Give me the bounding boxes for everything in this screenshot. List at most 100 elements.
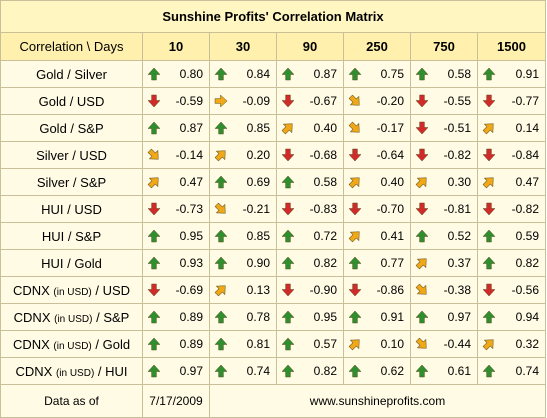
row-label-note: (in USD) xyxy=(55,367,95,379)
arrow-up-right-icon xyxy=(214,150,226,162)
correlation-value: 0.87 xyxy=(313,67,337,81)
arrow-down-icon xyxy=(348,148,362,162)
correlation-cell: 0.30 xyxy=(410,168,478,196)
header-row: Correlation \ Days 10 30 90 250 750 1500 xyxy=(0,32,546,61)
correlation-value: -0.86 xyxy=(376,283,404,297)
arrow-up-icon xyxy=(482,364,496,378)
correlation-cell: 0.93 xyxy=(142,249,210,277)
correlation-cell: 0.74 xyxy=(209,357,277,385)
arrow-up-icon xyxy=(415,310,429,324)
arrow-down-icon xyxy=(147,94,161,108)
correlation-value: -0.82 xyxy=(443,148,471,162)
table-row: HUI / USD -0.73 -0.21 -0.83 -0.70 -0.81 -0.82 xyxy=(0,195,546,223)
row-label: CDNX (in USD) / S&P xyxy=(0,303,143,331)
correlation-cell: 0.91 xyxy=(477,60,546,88)
arrow-down-icon xyxy=(281,94,295,108)
correlation-value: 0.97 xyxy=(447,310,471,324)
correlation-cell: 0.13 xyxy=(209,276,277,304)
arrow-up-right-icon xyxy=(348,177,360,189)
arrow-down-icon xyxy=(482,202,496,216)
correlation-value: 0.90 xyxy=(246,256,270,270)
correlation-value: -0.70 xyxy=(376,202,404,216)
row-label-note: (in USD) xyxy=(54,313,93,325)
correlation-cell: -0.83 xyxy=(276,195,344,223)
correlation-cell: 0.59 xyxy=(477,222,546,250)
arrow-up-right-icon xyxy=(348,339,360,351)
data-date: 7/17/2009 xyxy=(142,384,210,418)
correlation-cell: -0.86 xyxy=(343,276,411,304)
row-label-text: HUI / S&P xyxy=(41,228,102,244)
correlation-value: -0.21 xyxy=(242,202,270,216)
correlation-value: 0.80 xyxy=(179,67,203,81)
arrow-up-icon xyxy=(482,310,496,324)
arrow-up-icon xyxy=(214,175,228,189)
correlation-value: -0.68 xyxy=(309,148,337,162)
correlation-value: 0.10 xyxy=(380,337,404,351)
correlation-value: 0.89 xyxy=(179,310,203,324)
arrow-up-right-icon xyxy=(147,177,159,189)
correlation-cell: 0.82 xyxy=(276,357,344,385)
table-row: Gold / USD -0.59 -0.09 -0.67 -0.20 -0.55 -0.77 xyxy=(0,87,546,115)
correlation-value: 0.47 xyxy=(515,175,539,189)
correlation-cell: 0.89 xyxy=(142,303,210,331)
correlation-value: 0.58 xyxy=(447,67,471,81)
row-label-suffix: / Gold xyxy=(95,336,131,352)
correlation-cell: -0.82 xyxy=(477,195,546,223)
correlation-cell: -0.67 xyxy=(276,87,344,115)
arrow-up-icon xyxy=(348,310,362,324)
arrow-down-icon xyxy=(147,283,161,297)
arrow-down-right-icon xyxy=(348,121,360,133)
correlation-value: -0.44 xyxy=(443,337,471,351)
row-label-text: HUI / Gold xyxy=(41,255,102,271)
correlation-cell: 0.58 xyxy=(276,168,344,196)
arrow-up-icon xyxy=(415,229,429,243)
arrow-down-icon xyxy=(415,202,429,216)
correlation-cell: -0.84 xyxy=(477,141,546,169)
correlation-value: -0.77 xyxy=(511,94,539,108)
table-row: HUI / S&P 0.95 0.85 0.72 0.41 0.52 0.59 xyxy=(0,222,546,250)
arrow-up-icon xyxy=(147,364,161,378)
correlation-cell: -0.64 xyxy=(343,141,411,169)
correlation-value: -0.51 xyxy=(443,121,471,135)
correlation-value: 0.74 xyxy=(515,364,539,378)
correlation-value: -0.14 xyxy=(175,148,203,162)
table-row: CDNX (in USD) / HUI 0.97 0.74 0.82 0.62 0.61 0… xyxy=(0,357,546,385)
correlation-cell: 0.47 xyxy=(142,168,210,196)
correlation-cell: 0.87 xyxy=(142,114,210,142)
correlation-value: -0.69 xyxy=(175,283,203,297)
table-row: CDNX (in USD) / Gold 0.89 0.81 0.57 0.10 -0.4… xyxy=(0,330,546,358)
arrow-up-icon xyxy=(482,256,496,270)
correlation-value: 0.61 xyxy=(447,364,471,378)
row-label-suffix: / USD xyxy=(95,282,131,298)
website-link[interactable]: www.sunshineprofits.com xyxy=(209,384,546,418)
arrow-up-icon xyxy=(214,337,228,351)
arrow-up-icon xyxy=(415,364,429,378)
row-label-text: Gold / USD xyxy=(38,93,105,109)
correlation-value: 0.40 xyxy=(380,175,404,189)
correlation-cell: 0.81 xyxy=(209,330,277,358)
correlation-cell: 0.87 xyxy=(276,60,344,88)
arrow-up-icon xyxy=(482,229,496,243)
correlation-cell: 0.90 xyxy=(209,249,277,277)
arrow-down-icon xyxy=(415,121,429,135)
correlation-cell: -0.21 xyxy=(209,195,277,223)
arrow-up-icon xyxy=(281,256,295,270)
correlation-cell: -0.81 xyxy=(410,195,478,223)
correlation-value: -0.73 xyxy=(175,202,203,216)
row-label: Silver / S&P xyxy=(0,168,143,196)
row-label-suffix: / HUI xyxy=(97,363,128,379)
table-row: CDNX (in USD) / S&P 0.89 0.78 0.95 0.91 0.97 0… xyxy=(0,303,546,331)
row-label: HUI / S&P xyxy=(0,222,143,250)
correlation-value: 0.77 xyxy=(380,256,404,270)
correlation-cell: -0.20 xyxy=(343,87,411,115)
correlation-value: 0.95 xyxy=(313,310,337,324)
table-row: HUI / Gold 0.93 0.90 0.82 0.77 0.37 0.82 xyxy=(0,249,546,277)
arrow-up-icon xyxy=(214,256,228,270)
header-days-750: 750 xyxy=(410,32,478,61)
correlation-cell: 0.69 xyxy=(209,168,277,196)
correlation-cell: 0.47 xyxy=(477,168,546,196)
arrow-down-right-icon xyxy=(214,202,226,214)
correlation-cell: -0.38 xyxy=(410,276,478,304)
correlation-cell: 0.32 xyxy=(477,330,546,358)
arrow-down-icon xyxy=(482,148,496,162)
